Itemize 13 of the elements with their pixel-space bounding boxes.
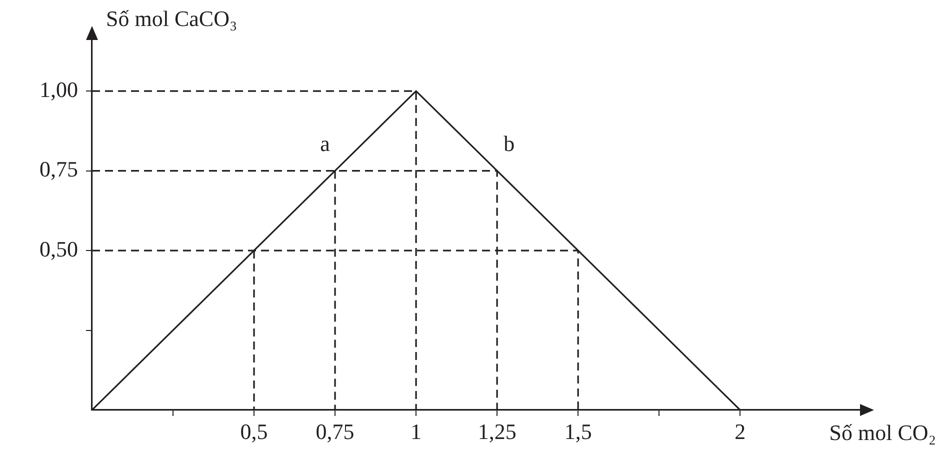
x-tick-label: 1,25 bbox=[478, 418, 516, 444]
y-tick-label: 0,75 bbox=[40, 156, 78, 182]
y-tick-label: 0,50 bbox=[40, 236, 78, 262]
x-tick-label: 0,75 bbox=[316, 418, 354, 444]
annotation: a bbox=[320, 130, 330, 156]
x-tick-label: 1 bbox=[410, 418, 422, 444]
y-axis-title: Số mol CaCO₃ bbox=[106, 6, 238, 31]
x-axis-title: Số mol CO₂ bbox=[829, 420, 936, 445]
x-tick-label: 1,5 bbox=[564, 418, 592, 444]
y-tick-label: 1,00 bbox=[40, 76, 78, 102]
annotation: b bbox=[504, 130, 515, 156]
x-tick-label: 2 bbox=[734, 418, 746, 444]
x-tick-label: 0,5 bbox=[240, 418, 268, 444]
